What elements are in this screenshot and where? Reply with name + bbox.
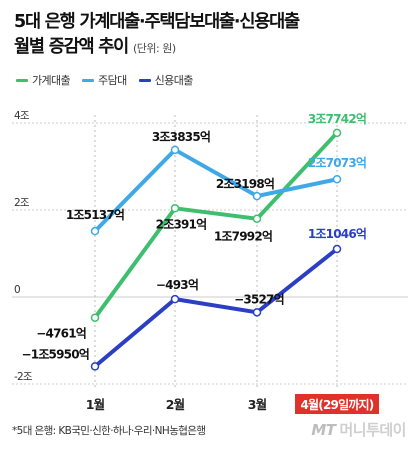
- title-line-2: 월별 증감액 추이 (단위: 원): [14, 35, 414, 61]
- data-point-mortgage-3: [332, 174, 342, 184]
- series-line-household: [93, 130, 339, 320]
- series-line-mortgage: [93, 147, 339, 234]
- data-label-credit-0: −1조5950억: [22, 347, 89, 361]
- source-note: *5대 은행: KB국민·신한·하나·우리·NH농협은행: [12, 425, 206, 437]
- title-line-2-text: 월별 증감액 추이: [14, 37, 129, 57]
- data-point-mortgage-0: [90, 226, 100, 236]
- legend-item-household: 가계대출: [16, 72, 71, 88]
- unit-label: (단위: 원): [133, 42, 176, 55]
- y-tick-label-3: -2조: [14, 371, 33, 383]
- data-point-mortgage-2: [252, 191, 262, 201]
- line-chart: 4조 2조 0 -2조 1월 2월 3월 4월(29일까지) −4761억 2조391억 1조799…: [12, 110, 408, 414]
- title-line-1: 5대 은행 가계대출·주택담보대출·신용대출: [14, 12, 300, 32]
- legend-item-mortgage: 주담대: [82, 72, 127, 88]
- data-point-household-2: [252, 214, 262, 223]
- y-tick-label-2: 0: [14, 284, 20, 296]
- data-point-credit-1: [170, 294, 180, 304]
- data-point-household-1: [170, 204, 180, 213]
- data-point-credit-2: [252, 308, 262, 317]
- x-tick-highlight-box: [295, 394, 379, 414]
- series-line-credit: [93, 246, 339, 369]
- data-label-credit-2: −3527억: [234, 292, 284, 306]
- data-label-household-0: −4761억: [36, 327, 86, 341]
- watermark-text: 머니투데이: [339, 421, 406, 439]
- data-label-household-3: 3조7742억: [308, 112, 366, 126]
- data-label-mortgage-2: 2조3198억: [216, 177, 274, 191]
- data-point-credit-3: [332, 244, 342, 254]
- y-tick-label-0: 4조: [14, 110, 30, 122]
- x-tick-label-1: 2월: [166, 397, 185, 412]
- x-tick-label-0: 1월: [86, 397, 105, 412]
- legend-swatch-household: [16, 78, 28, 82]
- data-label-mortgage-0: 1조5137억: [66, 208, 124, 222]
- x-tick-label-3: 4월(29일까지): [301, 397, 374, 412]
- legend-item-credit: 신용대출: [138, 72, 194, 88]
- data-label-mortgage-3: 2조7073억: [308, 156, 366, 170]
- data-label-credit-1: −493억: [156, 278, 198, 292]
- legend-label-credit: 신용대출: [154, 74, 194, 87]
- data-point-household-3: [332, 128, 342, 138]
- data-label-household-2: 1조7992억: [214, 230, 272, 244]
- x-tick-label-2: 3월: [248, 397, 267, 412]
- data-label-mortgage-1: 3조3835억: [152, 130, 210, 144]
- legend-label-household: 가계대출: [32, 74, 71, 87]
- data-point-household-0: [90, 313, 100, 322]
- watermark-brand: MT: [311, 421, 336, 439]
- data-point-mortgage-1: [170, 145, 180, 155]
- chart-title: 5대 은행 가계대출·주택담보대출·신용대출 월별 증감액 추이 (단위: 원): [14, 10, 414, 61]
- watermark: MT 머니투데이: [311, 419, 406, 440]
- legend-swatch-credit: [138, 78, 151, 82]
- data-point-credit-0: [90, 362, 100, 371]
- data-label-household-1: 2조391억: [156, 217, 207, 231]
- data-label-credit-3: 1조1046억: [308, 227, 366, 241]
- legend: 가계대출 주담대 신용대출: [16, 72, 193, 88]
- legend-swatch-mortgage: [82, 78, 95, 82]
- legend-label-mortgage: 주담대: [98, 74, 127, 87]
- y-tick-label-1: 2조: [14, 197, 30, 209]
